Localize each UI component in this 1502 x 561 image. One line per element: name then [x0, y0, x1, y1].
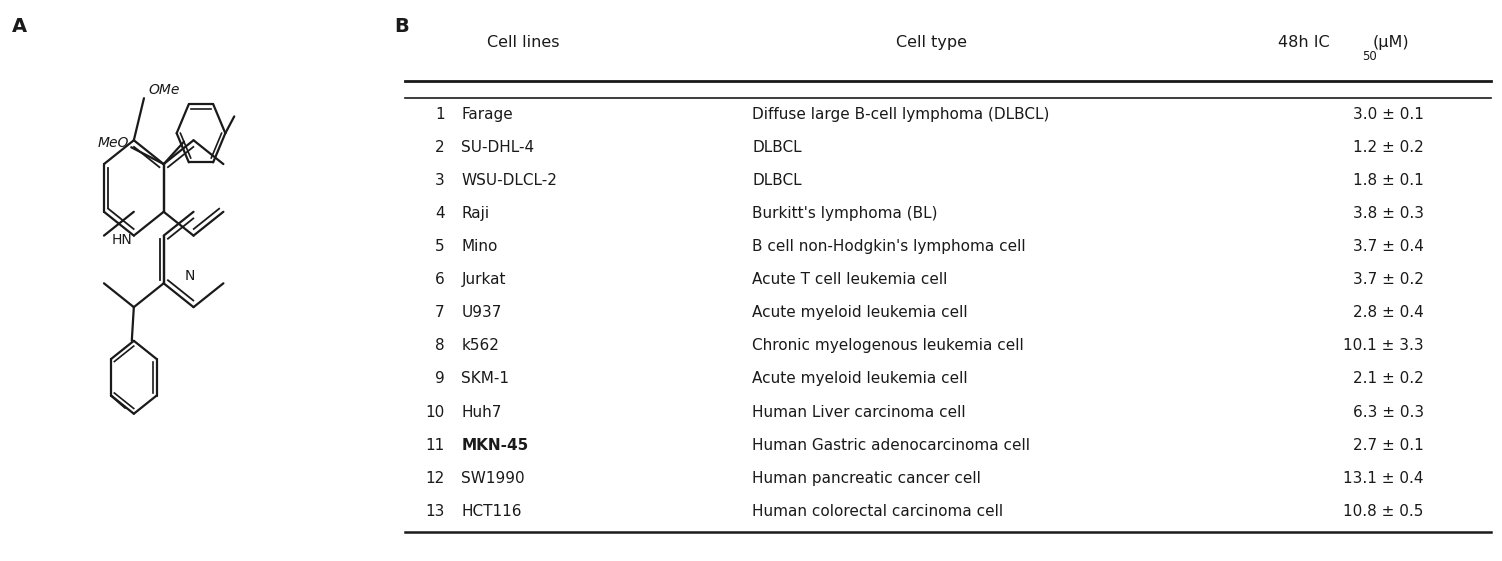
Text: 13.1 ± 0.4: 13.1 ± 0.4 — [1343, 471, 1424, 486]
Text: 2: 2 — [436, 140, 445, 155]
Text: 3: 3 — [434, 173, 445, 188]
Text: DLBCL: DLBCL — [753, 173, 802, 188]
Text: Burkitt's lymphoma (BL): Burkitt's lymphoma (BL) — [753, 206, 937, 221]
Text: 1.2 ± 0.2: 1.2 ± 0.2 — [1353, 140, 1424, 155]
Text: 6.3 ± 0.3: 6.3 ± 0.3 — [1352, 404, 1424, 420]
Text: 5: 5 — [436, 239, 445, 254]
Text: Huh7: Huh7 — [461, 404, 502, 420]
Text: 13: 13 — [425, 504, 445, 519]
Text: Diffuse large B-cell lymphoma (DLBCL): Diffuse large B-cell lymphoma (DLBCL) — [753, 107, 1050, 122]
Text: MeO: MeO — [98, 136, 129, 150]
Text: Chronic myelogenous leukemia cell: Chronic myelogenous leukemia cell — [753, 338, 1024, 353]
Text: Cell lines: Cell lines — [487, 35, 559, 50]
Text: MKN-45: MKN-45 — [461, 438, 529, 453]
Text: 1.8 ± 0.1: 1.8 ± 0.1 — [1353, 173, 1424, 188]
Text: B: B — [394, 17, 409, 36]
Text: Jurkat: Jurkat — [461, 272, 506, 287]
Text: k562: k562 — [461, 338, 499, 353]
Text: SKM-1: SKM-1 — [461, 371, 509, 387]
Text: 2.8 ± 0.4: 2.8 ± 0.4 — [1353, 305, 1424, 320]
Text: 7: 7 — [436, 305, 445, 320]
Text: 48h IC: 48h IC — [1278, 35, 1329, 50]
Text: N: N — [185, 269, 195, 283]
Text: 3.7 ± 0.2: 3.7 ± 0.2 — [1353, 272, 1424, 287]
Text: 10.8 ± 0.5: 10.8 ± 0.5 — [1343, 504, 1424, 519]
Text: HN: HN — [111, 233, 132, 247]
Text: 8: 8 — [436, 338, 445, 353]
Text: OMe: OMe — [149, 83, 179, 96]
Text: 50: 50 — [1362, 50, 1377, 63]
Text: 6: 6 — [434, 272, 445, 287]
Text: WSU-DLCL-2: WSU-DLCL-2 — [461, 173, 557, 188]
Text: DLBCL: DLBCL — [753, 140, 802, 155]
Text: 2.7 ± 0.1: 2.7 ± 0.1 — [1353, 438, 1424, 453]
Text: A: A — [12, 17, 27, 36]
Text: Acute myeloid leukemia cell: Acute myeloid leukemia cell — [753, 305, 967, 320]
Text: 1: 1 — [436, 107, 445, 122]
Text: HCT116: HCT116 — [461, 504, 521, 519]
Text: 10: 10 — [425, 404, 445, 420]
Text: 9: 9 — [434, 371, 445, 387]
Text: Acute T cell leukemia cell: Acute T cell leukemia cell — [753, 272, 948, 287]
Text: Mino: Mino — [461, 239, 497, 254]
Text: SW1990: SW1990 — [461, 471, 526, 486]
Text: 3.8 ± 0.3: 3.8 ± 0.3 — [1353, 206, 1424, 221]
Text: (μM): (μM) — [1373, 35, 1409, 50]
Text: 3.0 ± 0.1: 3.0 ± 0.1 — [1353, 107, 1424, 122]
Text: 12: 12 — [425, 471, 445, 486]
Text: Human pancreatic cancer cell: Human pancreatic cancer cell — [753, 471, 981, 486]
Text: B cell non-Hodgkin's lymphoma cell: B cell non-Hodgkin's lymphoma cell — [753, 239, 1026, 254]
Text: Cell type: Cell type — [895, 35, 967, 50]
Text: 10.1 ± 3.3: 10.1 ± 3.3 — [1343, 338, 1424, 353]
Text: U937: U937 — [461, 305, 502, 320]
Text: Farage: Farage — [461, 107, 514, 122]
Text: Human Liver carcinoma cell: Human Liver carcinoma cell — [753, 404, 966, 420]
Text: SU-DHL-4: SU-DHL-4 — [461, 140, 535, 155]
Text: 11: 11 — [425, 438, 445, 453]
Text: 2.1 ± 0.2: 2.1 ± 0.2 — [1353, 371, 1424, 387]
Text: Human colorectal carcinoma cell: Human colorectal carcinoma cell — [753, 504, 1003, 519]
Text: Human Gastric adenocarcinoma cell: Human Gastric adenocarcinoma cell — [753, 438, 1030, 453]
Text: Raji: Raji — [461, 206, 490, 221]
Text: 3.7 ± 0.4: 3.7 ± 0.4 — [1353, 239, 1424, 254]
Text: 4: 4 — [436, 206, 445, 221]
Text: Acute myeloid leukemia cell: Acute myeloid leukemia cell — [753, 371, 967, 387]
